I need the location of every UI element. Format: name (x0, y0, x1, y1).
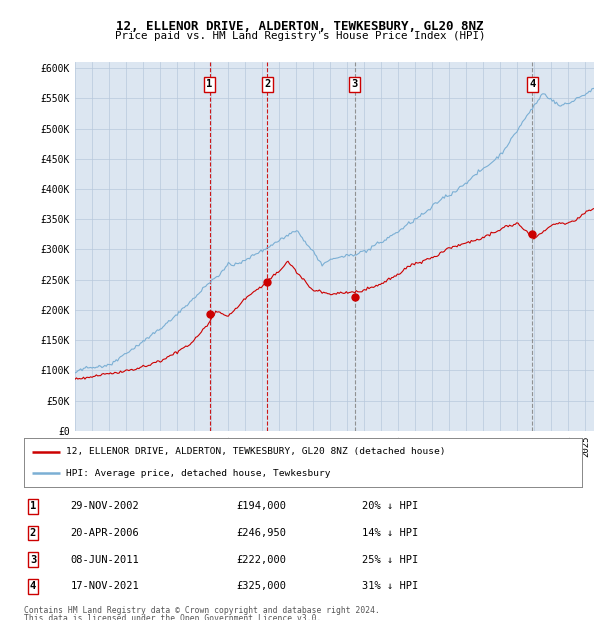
Text: 20-APR-2006: 20-APR-2006 (71, 528, 139, 538)
Text: £222,000: £222,000 (236, 554, 286, 565)
Text: 25% ↓ HPI: 25% ↓ HPI (362, 554, 418, 565)
Text: 12, ELLENOR DRIVE, ALDERTON, TEWKESBURY, GL20 8NZ (detached house): 12, ELLENOR DRIVE, ALDERTON, TEWKESBURY,… (66, 448, 445, 456)
Text: 17-NOV-2021: 17-NOV-2021 (71, 581, 139, 591)
Text: Contains HM Land Registry data © Crown copyright and database right 2024.: Contains HM Land Registry data © Crown c… (24, 606, 380, 616)
Text: 2: 2 (264, 79, 271, 89)
Text: This data is licensed under the Open Government Licence v3.0.: This data is licensed under the Open Gov… (24, 614, 322, 620)
Text: 31% ↓ HPI: 31% ↓ HPI (362, 581, 418, 591)
Text: 1: 1 (206, 79, 213, 89)
Text: Price paid vs. HM Land Registry's House Price Index (HPI): Price paid vs. HM Land Registry's House … (115, 31, 485, 41)
Text: 12, ELLENOR DRIVE, ALDERTON, TEWKESBURY, GL20 8NZ: 12, ELLENOR DRIVE, ALDERTON, TEWKESBURY,… (116, 20, 484, 33)
Text: £194,000: £194,000 (236, 501, 286, 512)
Text: 3: 3 (352, 79, 358, 89)
Text: 3: 3 (30, 554, 36, 565)
Text: HPI: Average price, detached house, Tewkesbury: HPI: Average price, detached house, Tewk… (66, 469, 331, 477)
Text: 08-JUN-2011: 08-JUN-2011 (71, 554, 139, 565)
Text: 1: 1 (30, 501, 36, 512)
Text: 14% ↓ HPI: 14% ↓ HPI (362, 528, 418, 538)
Text: £246,950: £246,950 (236, 528, 286, 538)
Text: 4: 4 (30, 581, 36, 591)
Text: £325,000: £325,000 (236, 581, 286, 591)
Text: 2: 2 (30, 528, 36, 538)
Text: 4: 4 (529, 79, 536, 89)
Text: 29-NOV-2002: 29-NOV-2002 (71, 501, 139, 512)
Text: 20% ↓ HPI: 20% ↓ HPI (362, 501, 418, 512)
